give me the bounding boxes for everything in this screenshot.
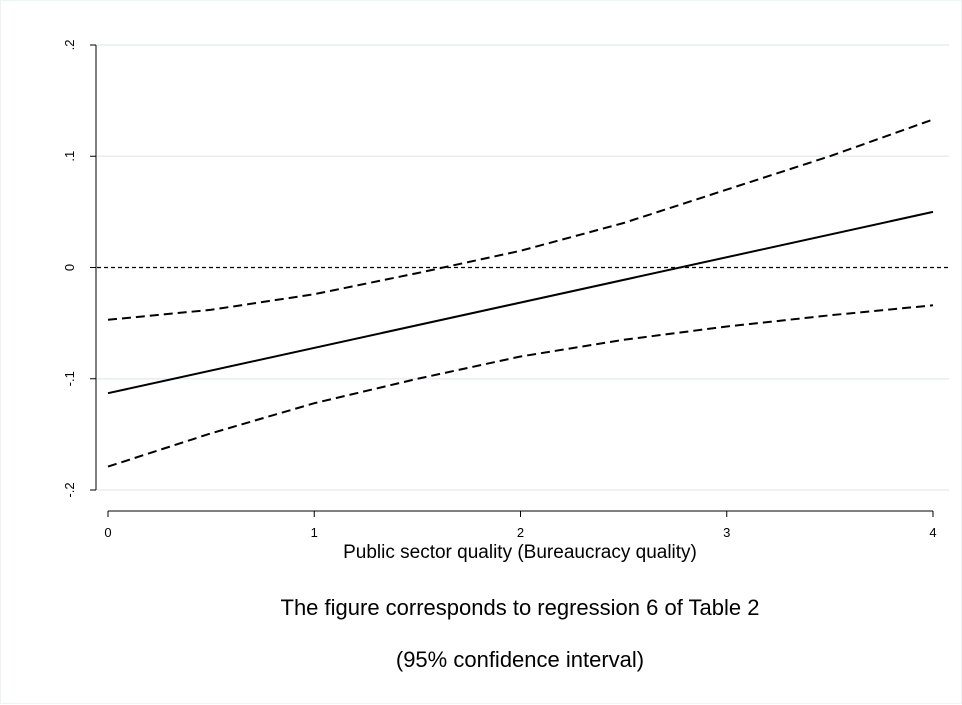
x-tick-label-4: 4: [929, 525, 936, 540]
y-tick-label-2: 0: [62, 264, 77, 271]
y-tick-label-4: .2: [62, 40, 77, 51]
caption-regression: The figure corresponds to regression 6 o…: [281, 595, 760, 620]
series-lines: [107, 118, 934, 468]
series-line-upper-bound: [107, 118, 934, 321]
axes: -.2 -.1 0 .1 .2 0 1 2 3 4: [62, 40, 937, 540]
y-tick-label-3: .1: [62, 151, 77, 162]
x-tick-label-3: 3: [723, 525, 730, 540]
x-tick-label-2: 2: [517, 525, 524, 540]
x-tick-label-1: 1: [311, 525, 318, 540]
x-axis-title: Public sector quality (Bureaucracy quali…: [343, 542, 697, 563]
caption-confidence-interval: (95% confidence interval): [396, 647, 644, 672]
y-tick-label-1: -.1: [62, 371, 77, 386]
y-tick-label-0: -.2: [62, 482, 77, 497]
series-line-estimate: [107, 210, 934, 395]
series-line-lower-bound: [107, 304, 934, 468]
x-tick-label-0: 0: [104, 525, 111, 540]
grid-lines: [97, 44, 949, 491]
